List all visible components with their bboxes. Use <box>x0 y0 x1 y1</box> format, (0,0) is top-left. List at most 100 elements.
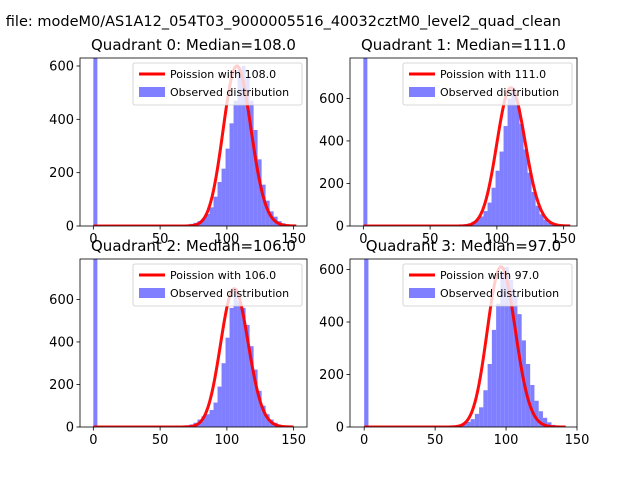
y-tick-label: 200 <box>319 368 344 383</box>
histogram-bar <box>213 402 218 427</box>
y-tick-label: 0 <box>66 421 74 436</box>
histogram-bar <box>523 149 528 226</box>
legend-box <box>132 263 303 307</box>
y-tick-label: 600 <box>49 60 74 75</box>
axes-frame <box>349 258 578 428</box>
x-tick-label: 100 <box>214 433 239 448</box>
legend-hist-label: Observed distribution <box>440 287 559 300</box>
y-tick-label: 200 <box>49 378 74 393</box>
histogram-bar-zero <box>364 259 369 427</box>
x-tick-label: 50 <box>422 232 439 247</box>
histogram-bar <box>217 386 222 427</box>
histogram-bar <box>209 207 214 226</box>
legend: Poission with 108.0 Observed distribution <box>132 62 303 106</box>
histogram-bar <box>507 98 512 226</box>
histogram-bar <box>531 191 536 226</box>
histogram-bar <box>479 407 484 427</box>
histogram-bar <box>491 187 496 226</box>
poisson-fit-line <box>363 86 571 226</box>
histogram-bar <box>500 272 505 427</box>
histogram-bar <box>265 200 270 226</box>
histogram-bar <box>217 182 222 226</box>
legend-fit-label: Poission with 108.0 <box>170 68 276 81</box>
histogram-bar <box>491 329 497 427</box>
histogram-bar <box>499 151 504 226</box>
histogram-bar <box>487 202 492 226</box>
x-tick-label: 150 <box>565 433 590 448</box>
histogram-bar <box>547 422 552 427</box>
y-tick-label: 600 <box>49 293 74 308</box>
histogram-bar <box>229 123 234 226</box>
x-tick-label: 0 <box>89 433 97 448</box>
histogram-bar <box>205 414 210 427</box>
quadrant-3-chart: 0 50 100 150 0 200 400 600 Quadrant 3: Median=97… <box>319 237 589 448</box>
y-tick-label: 400 <box>49 335 74 350</box>
histogram-bar <box>241 307 246 427</box>
histogram-bar <box>519 123 524 226</box>
x-tick-label: 150 <box>281 232 306 247</box>
y-tick-label: 0 <box>66 220 74 235</box>
subplot-title: Quadrant 1: Median=111.0 <box>361 36 566 54</box>
x-tick-label: 100 <box>484 232 509 247</box>
legend-hist-swatch <box>409 87 435 97</box>
axes-frame <box>79 258 308 428</box>
quadrant-0-chart: 0 50 100 150 0 200 400 600 Quadrant 0: Median=10… <box>49 36 308 247</box>
y-tick-label: 0 <box>336 220 344 235</box>
histogram-bar <box>508 280 514 427</box>
x-tick-label: 100 <box>494 433 519 448</box>
histogram-bar <box>517 314 522 427</box>
histogram-bar <box>511 87 516 226</box>
subplot-title: Quadrant 0: Median=108.0 <box>91 36 296 54</box>
y-tick-label: 0 <box>336 421 344 436</box>
histogram-bar <box>503 126 508 226</box>
histogram-bar <box>229 307 234 427</box>
histogram-bar <box>221 363 226 427</box>
y-tick-label: 400 <box>319 316 344 331</box>
x-tick-label: 50 <box>152 232 169 247</box>
quadrant-2-chart: 0 50 100 150 0 200 400 600 Quadrant 2: Median=10… <box>49 237 308 448</box>
histogram-bar <box>513 295 518 427</box>
poisson-fit-line <box>93 64 297 226</box>
axes-frame <box>349 57 578 227</box>
legend-fit-label: Poission with 111.0 <box>440 68 546 81</box>
x-tick-label: 0 <box>89 232 97 247</box>
histogram-bar <box>535 205 540 226</box>
histogram-bar <box>487 364 492 427</box>
legend: Poission with 111.0 Observed distribution <box>402 62 573 106</box>
histogram-bar <box>225 148 230 226</box>
y-tick-label: 400 <box>49 113 74 128</box>
histogram-bar <box>257 159 262 226</box>
legend-hist-swatch <box>139 87 165 97</box>
legend-hist-swatch <box>139 288 165 298</box>
x-tick-label: 150 <box>281 433 306 448</box>
histogram-bar <box>261 405 266 427</box>
histogram-bar <box>538 411 543 427</box>
histogram-bar <box>474 413 480 427</box>
histogram-bar <box>245 76 250 226</box>
quadrant-1-chart: 0 50 100 150 0 200 400 600 Quadrant 1: Median=11… <box>319 36 578 247</box>
legend-fit-label: Poission with 97.0 <box>440 269 539 282</box>
histogram-bar <box>201 218 206 226</box>
legend-hist-label: Observed distribution <box>440 86 559 99</box>
legend-hist-label: Observed distribution <box>170 287 289 300</box>
histogram-bar <box>245 324 250 427</box>
histogram-bar <box>213 196 218 226</box>
poisson-fit-line <box>364 265 566 427</box>
subplot-title: Quadrant 3: Median=97.0 <box>366 237 561 255</box>
x-tick-label: 0 <box>359 232 367 247</box>
histogram-bar <box>542 417 548 427</box>
histogram-bar <box>233 100 238 226</box>
x-tick-label: 50 <box>152 433 169 448</box>
histogram-bar <box>483 211 488 226</box>
legend-fit-label: Poission with 106.0 <box>170 269 276 282</box>
histogram-bar <box>237 70 242 226</box>
histogram-bar <box>479 216 484 226</box>
histogram-bar <box>462 423 467 427</box>
histogram-bar <box>515 104 520 226</box>
histogram-bar <box>241 66 246 226</box>
histogram-bar-zero <box>93 259 98 427</box>
x-tick-label: 50 <box>427 433 444 448</box>
y-tick-label: 600 <box>319 92 344 107</box>
legend-hist-swatch <box>409 288 435 298</box>
legend: Poission with 106.0 Observed distribution <box>132 263 303 307</box>
